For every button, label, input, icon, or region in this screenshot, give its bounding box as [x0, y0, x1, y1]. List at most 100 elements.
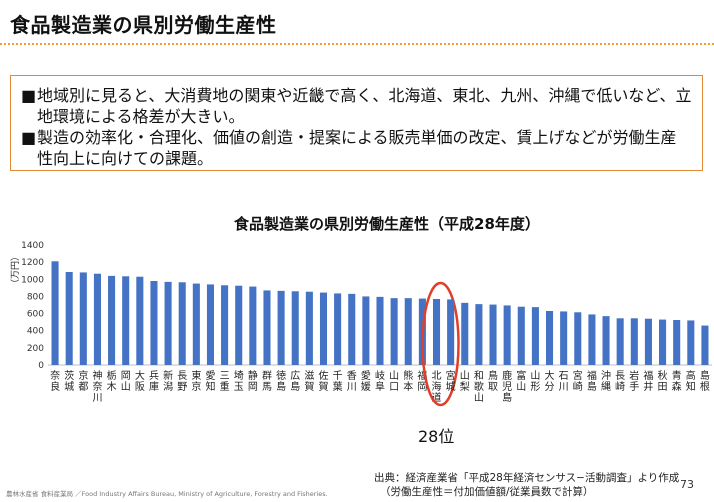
bar [235, 285, 243, 365]
bar [164, 281, 172, 365]
x-tick-label: 北海道 [432, 370, 442, 404]
bar [291, 291, 299, 365]
x-tick-label: 奈良 [50, 369, 60, 393]
title-divider [0, 43, 714, 45]
bar [404, 298, 412, 365]
x-tick-label: 大分 [545, 369, 555, 393]
y-tick-label: 1000 [21, 275, 44, 285]
bar [447, 299, 455, 365]
x-tick-label: 秋田 [658, 369, 668, 393]
x-tick-label: 愛知 [205, 369, 215, 393]
bar [432, 299, 441, 365]
source-note: 出典：経済産業省「平成28年経済センサス−活動調査」より作成 [374, 472, 680, 484]
x-tick-label: 高知 [686, 369, 696, 393]
bar [51, 261, 59, 365]
summary-bullet: ■ 製造の効率化・合理化、価値の創造・提案による販売単価の改定、賃上げなどが労働… [21, 127, 692, 169]
bar [560, 311, 568, 365]
x-tick-label: 山形 [530, 370, 540, 393]
y-tick-label: 1200 [21, 258, 44, 268]
bar [461, 302, 469, 365]
highlight-ellipse [421, 281, 460, 407]
bar [249, 286, 257, 365]
bar [503, 305, 511, 365]
bar [178, 282, 186, 365]
formula-note: （労働生産性＝付加価値額/従業員数で計算） [380, 486, 594, 498]
bar [644, 318, 652, 365]
x-tick-label: 三重 [220, 371, 230, 393]
y-tick-label: 600 [27, 310, 44, 320]
bar [122, 276, 130, 365]
x-tick-label: 神奈川 [92, 369, 102, 404]
x-tick-label: 鳥取 [488, 369, 498, 393]
x-tick-label: 鹿児島 [502, 369, 512, 404]
x-tick-label: 栃木 [107, 369, 117, 393]
y-tick-label: 1400 [21, 241, 44, 251]
bar [65, 272, 73, 365]
footer-credit: 農林水産省 食料産業局 ／Food Industry Affairs Burea… [6, 490, 328, 498]
x-tick-label: 東京 [191, 369, 201, 393]
bar [221, 285, 229, 365]
x-tick-label: 香川 [347, 370, 357, 393]
x-tick-label: 佐賀 [318, 370, 328, 393]
bar [348, 293, 356, 365]
bar [319, 292, 328, 365]
x-tick-label: 福島 [587, 369, 597, 393]
y-tick-label: 200 [27, 344, 44, 354]
bar [263, 290, 271, 365]
bar [701, 325, 709, 365]
x-tick-label: 青森 [672, 369, 682, 393]
x-tick-label: 静岡 [248, 369, 258, 393]
rank-note: 28位 [418, 427, 455, 446]
bullet-square-icon: ■ [21, 86, 37, 105]
bar-chart: （万円） 0 200 400 600 800 1000 1200 1400 奈良茨城京都神奈川栃木… [10, 241, 712, 407]
x-tick-label: 新潟 [163, 369, 173, 393]
bar [79, 272, 87, 365]
bar [616, 318, 624, 365]
page-number: 73 [680, 478, 694, 491]
x-tick-label: 愛媛 [361, 369, 371, 393]
bar [546, 311, 554, 365]
x-tick-label: 岐阜 [375, 369, 385, 393]
slide-title: 食品製造業の県別労働生産性 [10, 13, 277, 37]
x-tick-label: 千葉 [333, 370, 343, 393]
bar [376, 296, 384, 365]
x-tick-label: 和歌山 [474, 370, 484, 404]
bar [192, 283, 200, 365]
bar [93, 273, 101, 365]
x-tick-label: 富山 [516, 369, 526, 393]
x-tick-label: 広島 [290, 369, 300, 393]
bar [362, 296, 370, 365]
y-tick-label: 400 [27, 327, 44, 337]
x-tick-label: 岩手 [629, 369, 639, 393]
bar [390, 298, 398, 365]
x-tick-label: 滋賀 [304, 369, 314, 393]
bar [489, 304, 497, 365]
x-tick-label: 福岡 [417, 369, 427, 393]
y-tick-label: 800 [27, 292, 44, 302]
summary-bullet: ■ 地域別に見ると、大消費地の関東や近畿で高く、北海道、東北、九州、沖縄で低いな… [21, 85, 692, 127]
x-tick-label: 茨城 [64, 369, 74, 393]
x-tick-label: 徳島 [276, 369, 286, 393]
bar [475, 304, 483, 365]
bar [588, 314, 596, 365]
summary-box: ■ 地域別に見ると、大消費地の関東や近畿で高く、北海道、東北、九州、沖縄で低いな… [10, 75, 703, 171]
bar [517, 306, 525, 365]
x-tick-label: 長野 [177, 370, 187, 393]
x-tick-label: 長崎 [615, 370, 625, 393]
bar [334, 293, 342, 365]
bar [206, 284, 214, 365]
bar [574, 312, 582, 365]
x-tick-label: 熊本 [403, 369, 413, 393]
bar [136, 276, 144, 365]
bar [602, 316, 610, 365]
bar [659, 319, 667, 365]
x-tick-label: 石川 [559, 371, 569, 393]
x-tick-label: 宮崎 [573, 369, 583, 393]
x-tick-label: 大阪 [135, 369, 145, 393]
bar [150, 281, 158, 365]
bar [305, 291, 313, 365]
bar [687, 320, 695, 365]
y-tick-label: 0 [38, 361, 44, 371]
y-axis-label: （万円） [10, 252, 21, 288]
x-tick-label: 山梨 [460, 370, 470, 393]
